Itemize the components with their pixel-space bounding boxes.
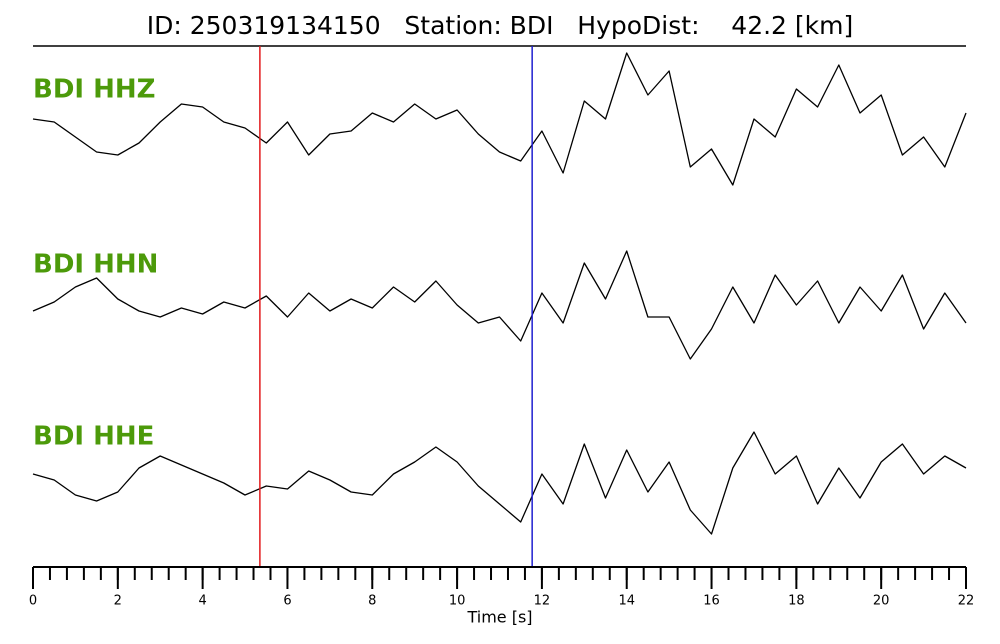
trace-label: BDI HHN (33, 250, 158, 280)
x-tick-label: 14 (618, 594, 635, 609)
x-tick-label: 18 (788, 594, 805, 609)
x-tick-label: 8 (368, 594, 376, 609)
trace-label: BDI HHZ (33, 75, 156, 105)
x-tick-label: 6 (283, 594, 291, 609)
waveform (32, 52, 967, 186)
chart-title: ID: 250319134150 Station: BDI HypoDist: … (147, 11, 854, 40)
x-tick-label: 2 (114, 594, 122, 609)
waveform (32, 431, 967, 535)
x-tick-label: 0 (29, 594, 37, 609)
x-tick-label: 12 (534, 594, 551, 609)
x-tick-label: 22 (958, 594, 975, 609)
x-tick-label: 20 (873, 594, 890, 609)
waveform (32, 250, 967, 360)
trace-label: BDI HHE (33, 422, 154, 452)
x-tick-label: 10 (449, 594, 466, 609)
x-tick-label: 16 (703, 594, 720, 609)
x-axis-label: Time [s] (466, 608, 532, 627)
x-tick-label: 4 (198, 594, 206, 609)
